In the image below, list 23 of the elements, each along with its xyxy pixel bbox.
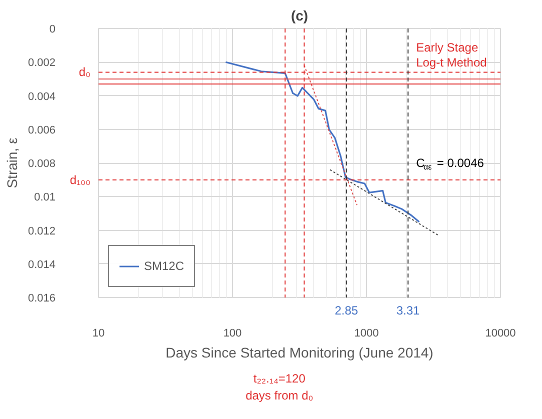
y-tick-label: 0 bbox=[49, 24, 56, 36]
text: t₂₂.₁₄=120 days from d₀ bbox=[246, 372, 314, 402]
legend-label: SM12C bbox=[144, 259, 184, 273]
y-tick-label: 0.006 bbox=[28, 124, 56, 136]
x-axis-title: Days Since Started Monitoring (June 2014) bbox=[166, 344, 434, 360]
ref-line-label: d₀ bbox=[78, 65, 91, 80]
annotation: 2.85 bbox=[334, 304, 358, 318]
chart-title: (c) bbox=[290, 8, 308, 24]
y-tick-label: 0.012 bbox=[28, 225, 56, 238]
annotation: Early Stage Log-t Method bbox=[416, 40, 487, 70]
y-tick-label: 0.004 bbox=[28, 90, 56, 103]
y-tick-label: 0.016 bbox=[28, 292, 56, 304]
x-tick-label: 10 bbox=[92, 328, 105, 340]
y-tick-label: 0.014 bbox=[28, 258, 56, 271]
y-tick-label: 0.01 bbox=[34, 192, 56, 204]
y-tick-label: 0.002 bbox=[28, 57, 56, 70]
ref-line-label: d₁₀₀ bbox=[70, 172, 91, 187]
x-tick-label: 10000 bbox=[485, 328, 516, 340]
x-tick-label: 1000 bbox=[354, 328, 379, 340]
y-tick-label: 0.008 bbox=[28, 158, 56, 170]
x-tick-label: 100 bbox=[223, 328, 242, 340]
y-axis-title: Strain, ε bbox=[4, 138, 20, 188]
annotation: 3.31 bbox=[396, 304, 420, 318]
